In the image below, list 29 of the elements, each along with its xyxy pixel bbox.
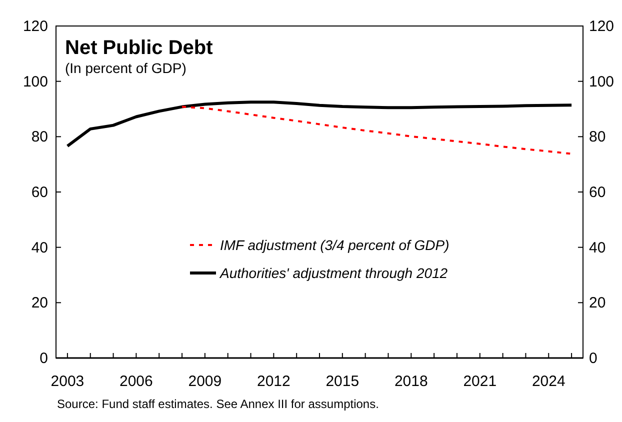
y-tick-label: 100: [22, 73, 48, 90]
y2-tick-label: 100: [589, 73, 614, 90]
y-tick-label: 120: [22, 18, 48, 35]
x-tick-label: 2003: [50, 373, 84, 390]
y2-tick-label: 80: [589, 128, 606, 146]
line-series: [66, 100, 574, 148]
y-tick-label: 80: [31, 128, 48, 146]
y2-tick-label: 20: [589, 294, 606, 312]
x-tick-label: 2024: [532, 373, 566, 390]
y-tick-label: 40: [31, 239, 48, 256]
line-series: [181, 106, 573, 155]
text: (In percent of GDP): [65, 60, 186, 76]
x-tick-label: 2006: [120, 373, 153, 390]
x-tick-label: 2015: [326, 373, 360, 390]
y2-tick-label: 120: [589, 18, 614, 35]
legend-label: IMF adjustment (3/4 percent of GDP): [220, 237, 450, 253]
source-note: Source: Fund staff estimates. See Annex III for assumptions.: [57, 397, 379, 411]
x-tick-label: 2021: [463, 373, 497, 390]
text: Net Public Debt: [65, 37, 214, 59]
x-tick-label: 2009: [188, 373, 222, 390]
x-tick-label: 2018: [394, 373, 428, 390]
y-tick-label: 0: [40, 350, 48, 367]
y2-tick-label: 0: [589, 350, 598, 367]
y2-tick-label: 60: [589, 184, 606, 201]
y-tick-label: 20: [31, 294, 48, 312]
y-tick-label: 60: [31, 184, 48, 201]
x-tick-label: 2012: [256, 373, 290, 390]
y2-tick-label: 40: [589, 239, 606, 256]
legend-label: Authorities' adjustment through 2012: [219, 265, 448, 281]
